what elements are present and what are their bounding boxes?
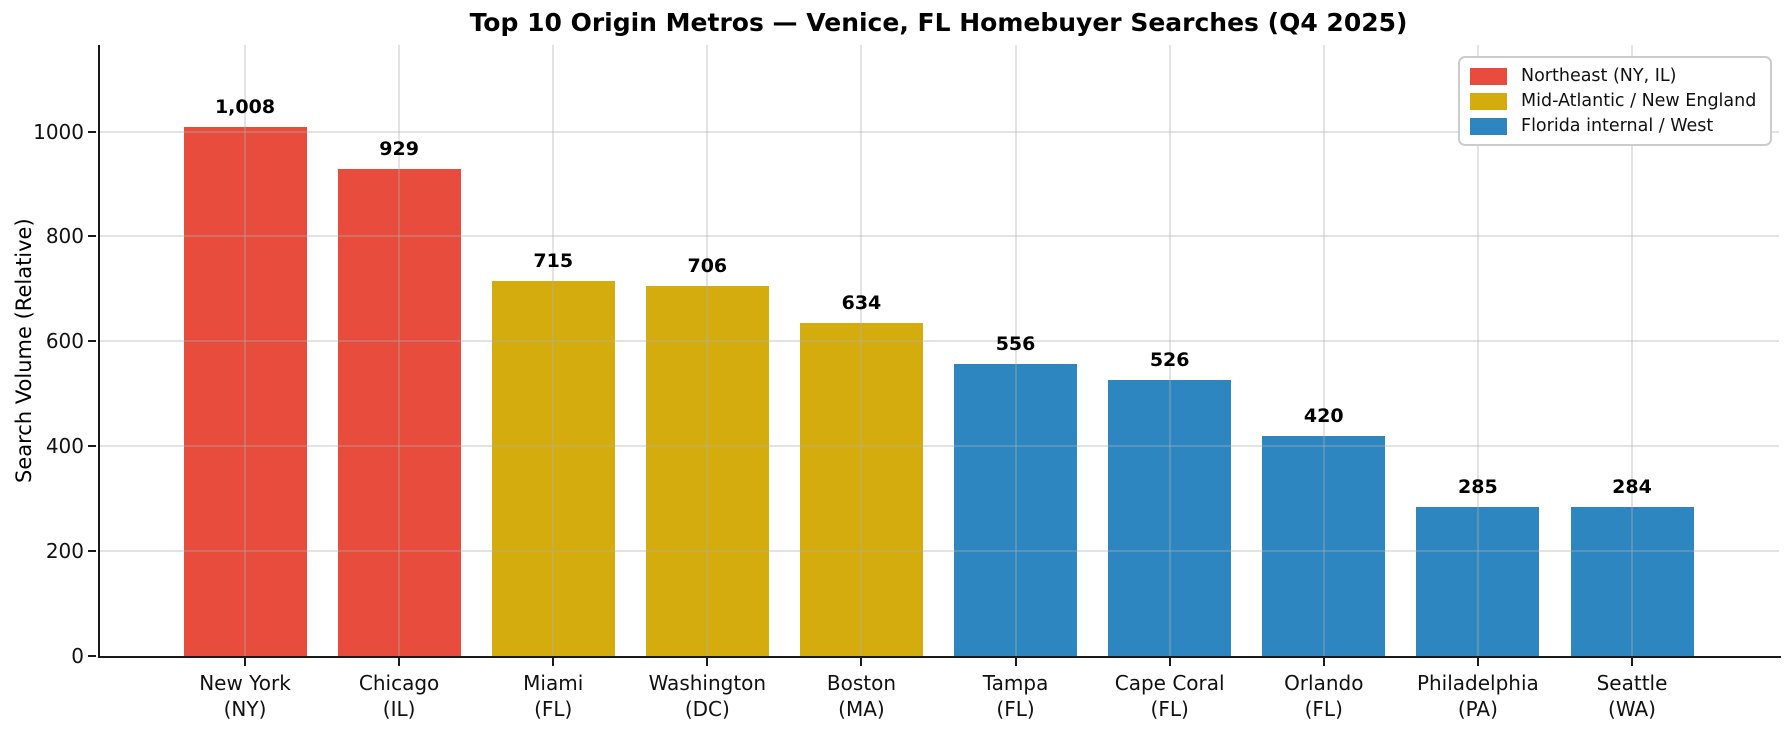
gridline-vertical [552,45,555,656]
gridline-horizontal [98,235,1779,238]
x-tick [398,658,401,666]
x-tick-label: Chicago (IL) [358,671,440,721]
y-tick [88,655,96,657]
gridline-vertical [860,45,863,656]
x-tick-label: Washington (DC) [648,671,767,721]
bar [1570,507,1694,656]
x-tick [1631,658,1633,666]
bar-value-label: 556 [995,333,1036,356]
y-tick [88,445,96,448]
gridline-vertical [1322,45,1325,656]
x-tick-label: Cape Coral (FL) [1114,671,1225,721]
gridline-horizontal [98,130,1779,133]
bar [337,168,461,656]
x-tick-label: Boston (MA) [826,671,896,721]
bar-value-label: 284 [1612,476,1652,499]
legend: Northeast (NY, IL) Mid-Atlantic / New Eng… [1458,56,1773,146]
y-tick-label: 600 [45,329,84,354]
bar-value-label: 285 [1458,475,1498,498]
legend-swatch [1470,67,1507,85]
x-tick [552,658,555,666]
gridline-vertical [1631,45,1633,656]
x-tick-label: Tampa (FL) [982,671,1049,721]
bar [1416,506,1540,656]
y-tick [88,130,96,133]
x-tick-label: Seattle (WA) [1596,671,1668,721]
gridline-vertical [706,45,709,656]
y-tick [88,550,96,553]
y-tick-label: 400 [45,434,84,459]
bar [1108,380,1232,656]
gridline-horizontal [98,340,1779,343]
x-tick-label: Orlando (FL) [1284,671,1364,721]
y-tick-label: 800 [45,224,84,249]
legend-entry: Northeast (NY, IL) [1470,66,1756,86]
y-tick-label: 0 [71,644,84,668]
legend-label: Mid-Atlantic / New England [1521,91,1757,111]
y-tick [88,235,96,238]
gridline-vertical [398,45,401,656]
gridline-vertical [1168,45,1171,656]
gridline-horizontal [98,550,1779,553]
x-tick [706,658,709,666]
gridline-vertical [244,45,246,656]
gridline-horizontal [98,445,1779,448]
x-tick [1322,658,1325,666]
x-tick-label: New York (NY) [199,671,291,721]
y-tick-label: 200 [45,539,84,564]
legend-swatch [1470,117,1507,135]
bar-value-label: 420 [1303,404,1344,427]
legend-label: Florida internal / West [1521,116,1714,136]
x-tick-label: Miami (FL) [523,671,584,721]
bar [954,364,1078,656]
legend-swatch [1470,92,1507,110]
gridline-vertical [1476,45,1479,656]
bar-value-label: 929 [379,137,419,160]
x-tick [1168,658,1171,666]
y-tick-label: 1000 [33,119,84,144]
x-tick [1476,658,1479,666]
x-tick [860,658,863,666]
bar [799,323,923,656]
bar [1262,435,1386,656]
legend-label: Northeast (NY, IL) [1521,66,1677,86]
bar-value-label: 1,008 [214,96,276,119]
bar-value-label: 634 [841,292,882,315]
bar-value-label: 706 [687,254,728,277]
gridline-vertical [1014,45,1017,656]
bar-value-label: 715 [533,250,574,272]
bar [183,127,307,656]
x-tick-label: Philadelphia (PA) [1416,671,1539,721]
legend-entry: Florida internal / West [1470,116,1756,136]
chart-title: Top 10 Origin Metros — Venice, FL Homebu… [469,8,1408,37]
bar [645,285,769,656]
legend-entry: Mid-Atlantic / New England [1470,91,1756,111]
x-tick [244,658,246,666]
x-tick [1014,658,1017,666]
bar-value-label: 526 [1149,349,1190,372]
y-tick [88,340,96,343]
bar [491,281,615,656]
